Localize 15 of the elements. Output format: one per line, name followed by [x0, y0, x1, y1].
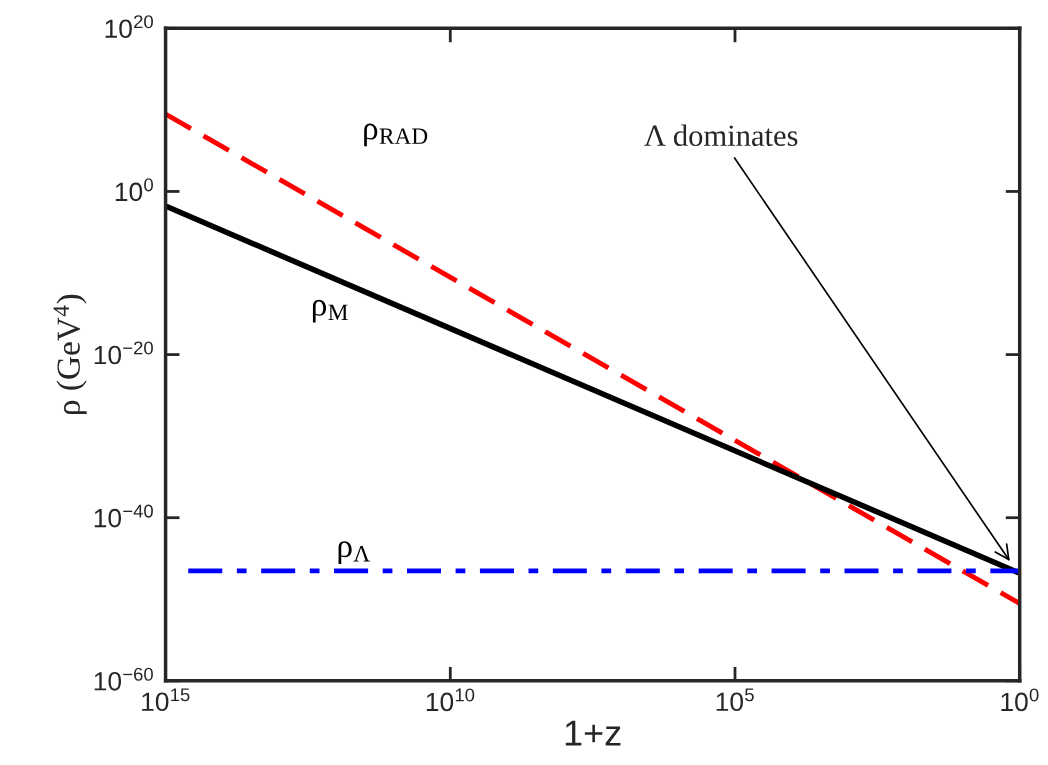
series-label: ρ$_{M}$: [312, 299, 348, 323]
y-tick-label: 10$^{−60}$: [94, 667, 153, 691]
x-axis-title: 1+z: [565, 720, 621, 746]
x-tick-label: 10$^{5}$: [716, 688, 754, 712]
x-tick-label: 10$^{10}$: [426, 688, 475, 712]
x-tick-label: 10$^{15}$: [142, 688, 190, 712]
text: ρ$_{RAD}$: [364, 123, 428, 147]
y-tick-label: 10$^{20}$: [105, 15, 153, 39]
y-tick-label: 10$^{−40}$: [94, 504, 153, 528]
series-label: ρ$_{Λ}$: [338, 541, 370, 564]
y-tick-label: 10$^{−20}$: [94, 341, 153, 365]
annotation: Λ dominates: [644, 124, 798, 147]
y-axis-title: ρ (GeV$^{4}$): [53, 294, 87, 414]
y-tick-label: 10$^{0}$: [115, 178, 153, 202]
x-tick-label: 10$^{0}$: [1001, 688, 1039, 712]
